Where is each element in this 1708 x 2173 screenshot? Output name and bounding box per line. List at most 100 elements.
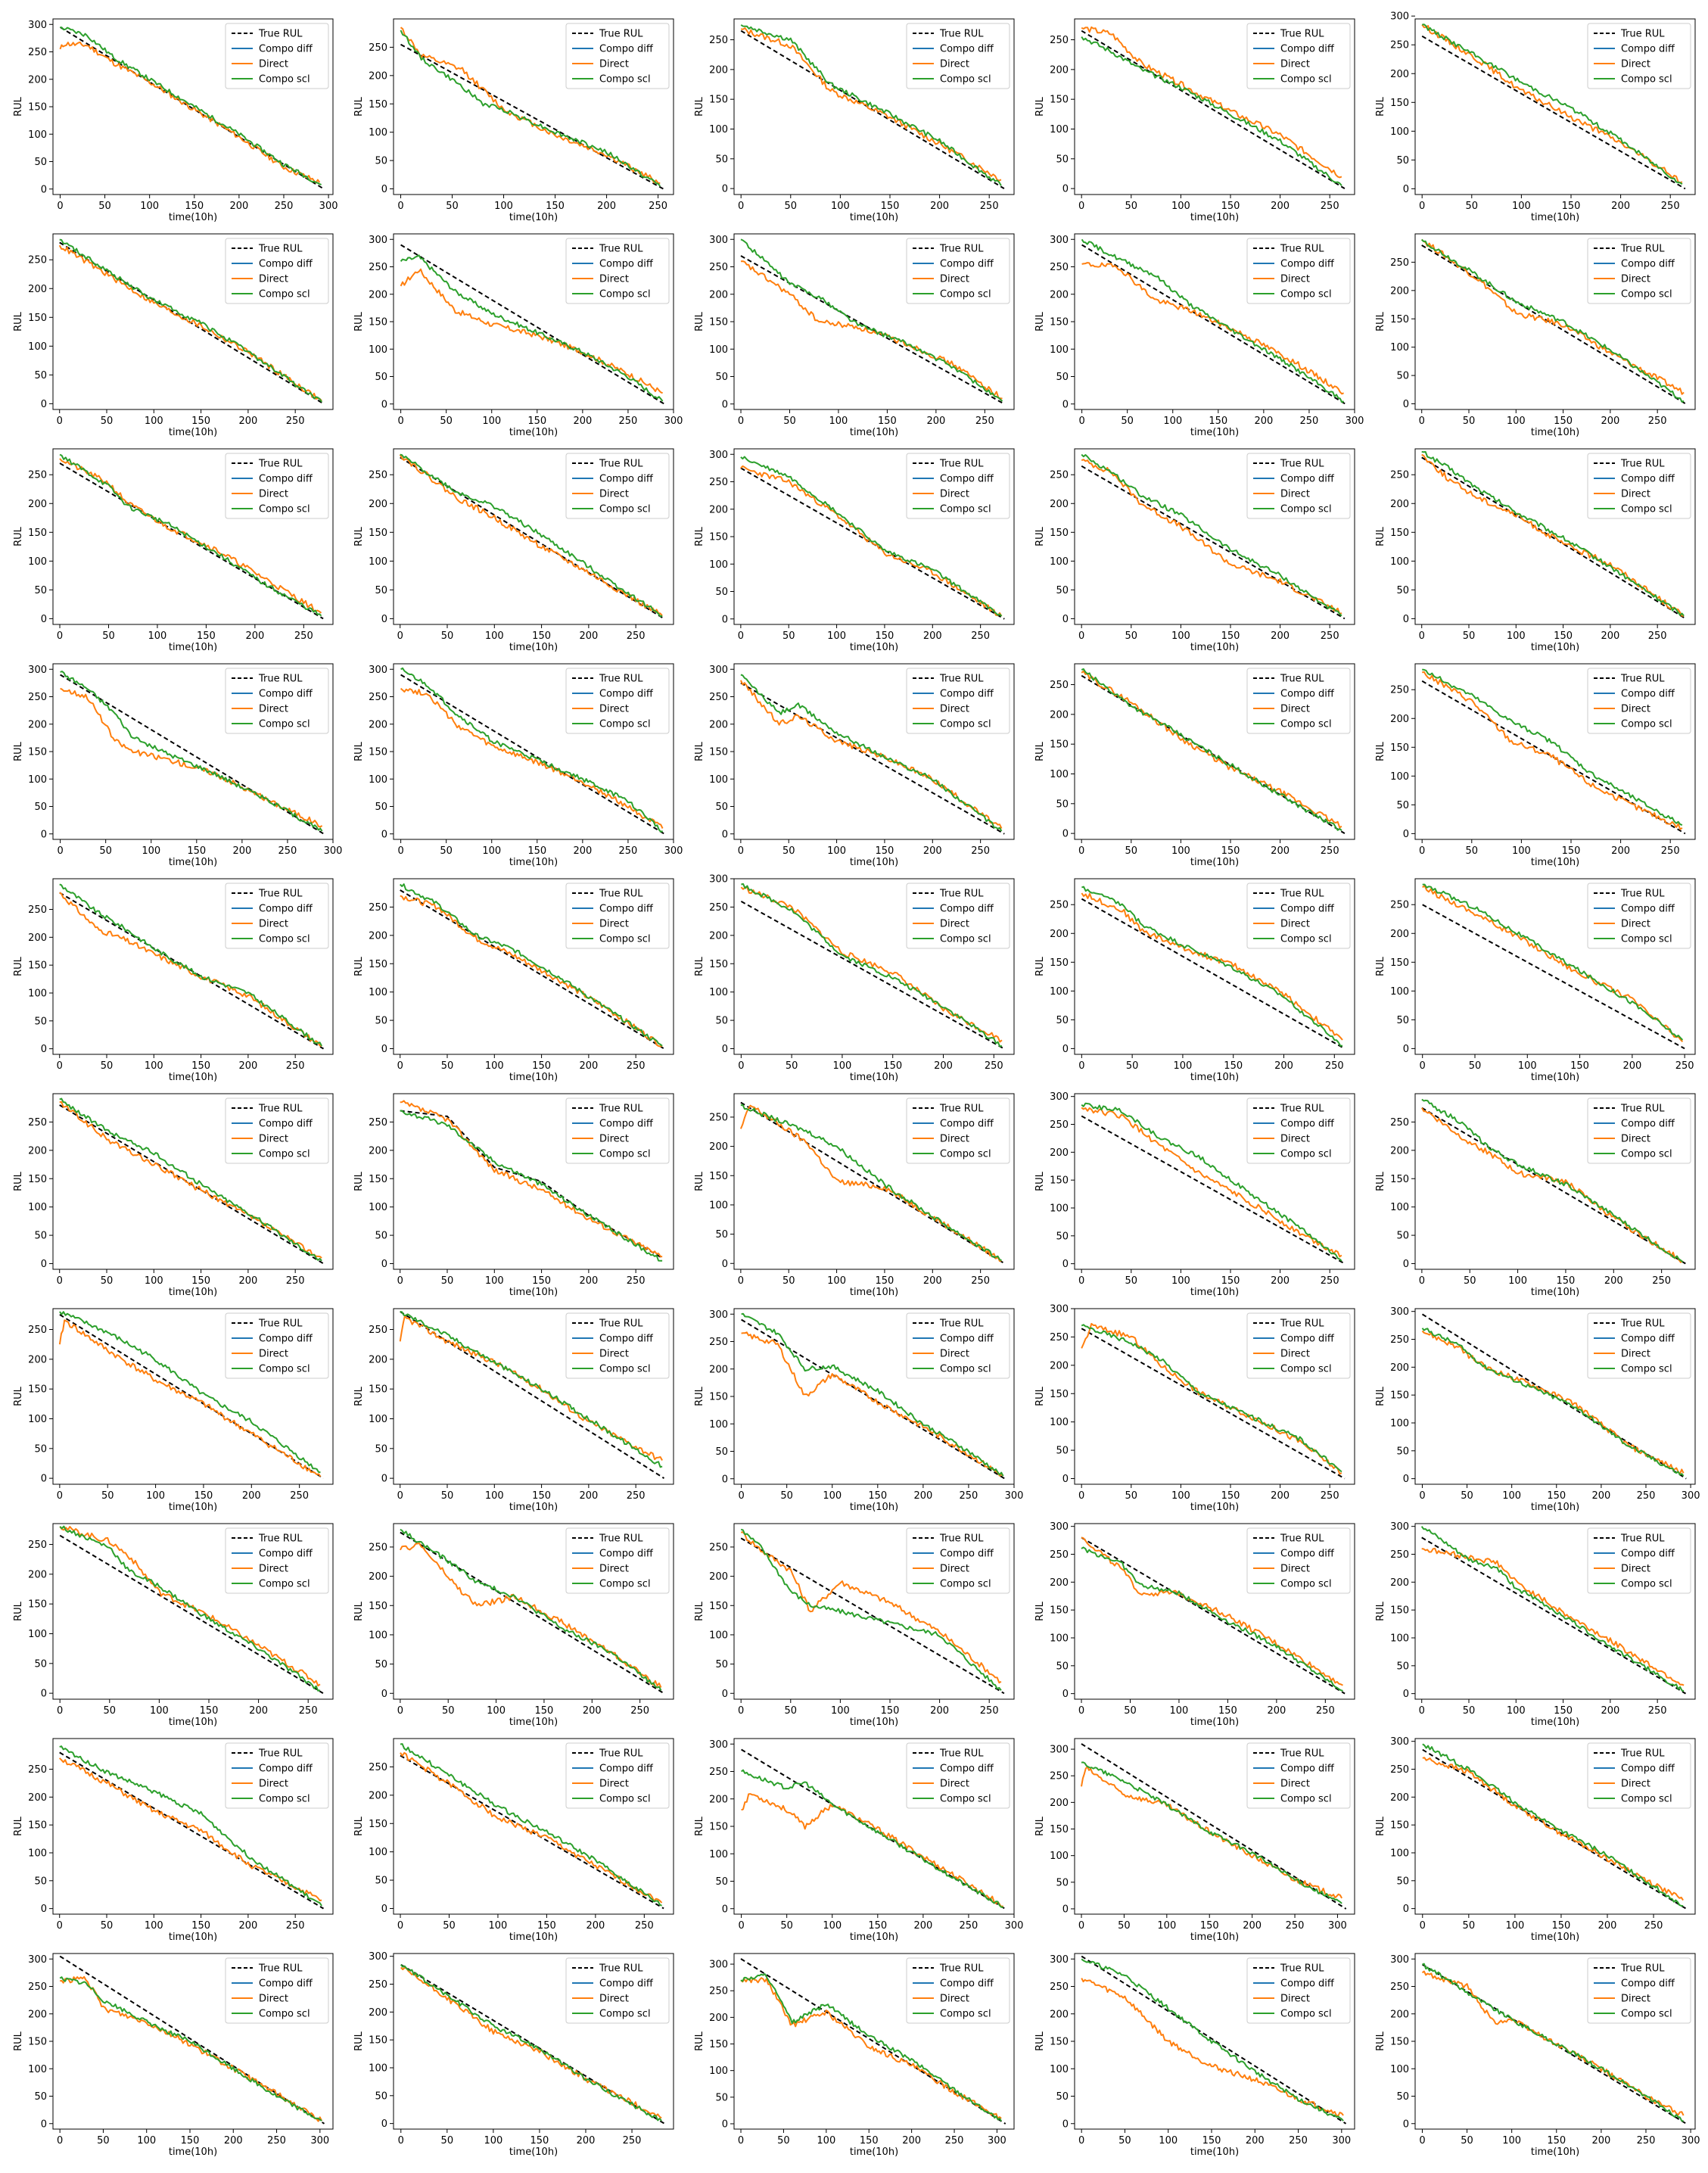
y-tick-label: 250 xyxy=(709,262,728,273)
y-tick-label: 100 xyxy=(1050,1203,1069,1214)
y-tick-label: 200 xyxy=(1390,2009,1409,2020)
legend-label: Compo diff xyxy=(1621,474,1675,485)
x-tick-label: 250 xyxy=(971,630,990,642)
direct-line xyxy=(58,1319,322,1477)
legend-label: True RUL xyxy=(939,1104,984,1115)
y-axis-label: RUL xyxy=(694,526,705,546)
x-tick-label: 250 xyxy=(627,1490,646,1502)
x-tick-label: 250 xyxy=(975,416,994,427)
y-tick-label: 250 xyxy=(1390,470,1409,481)
x-axis-label: time(10h) xyxy=(509,857,558,868)
y-axis-label: RUL xyxy=(1034,1386,1046,1406)
y-tick-label: 50 xyxy=(1396,371,1409,382)
legend: True RUL Compo diff Direct Compo scl xyxy=(906,1312,1010,1379)
y-tick-label: 0 xyxy=(1062,614,1069,625)
y-tick-label: 0 xyxy=(41,1904,47,1915)
legend-box xyxy=(1587,1957,1691,2024)
x-tick-label: 250 xyxy=(1648,630,1667,642)
y-tick-label: 0 xyxy=(1062,829,1069,840)
y-tick-label: 200 xyxy=(709,2013,728,2024)
x-tick-label: 200 xyxy=(1271,201,1290,212)
legend: True RUL Compo diff Direct Compo scl xyxy=(1587,453,1691,519)
y-tick-label: 200 xyxy=(28,1354,47,1365)
x-tick-label: 50 xyxy=(102,630,115,642)
subplot-25: 0 50 100 150 200 250 0 50 100 150 200 250 time(10h) R… xyxy=(1375,878,1696,1083)
legend-label: Compo diff xyxy=(1621,44,1675,55)
y-tick-label: 250 xyxy=(28,1764,47,1776)
x-tick-label: 250 xyxy=(649,201,667,212)
legend-label: Compo diff xyxy=(1280,44,1335,55)
x-tick-label: 200 xyxy=(232,845,251,857)
legend-label: Compo diff xyxy=(599,904,654,915)
true-rul-line xyxy=(1421,1536,1687,1695)
x-tick-label: 150 xyxy=(868,1490,887,1502)
y-tick-label: 150 xyxy=(1050,2037,1069,2048)
legend-label: Compo diff xyxy=(259,1978,313,1990)
x-tick-label: 100 xyxy=(1507,630,1526,642)
legend-label: Direct xyxy=(1280,1564,1310,1575)
x-axis-label: time(10h) xyxy=(1531,1072,1579,1083)
legend: True RUL Compo diff Direct Compo scl xyxy=(1246,1957,1351,2024)
y-tick-label: 100 xyxy=(28,129,47,141)
legend-box xyxy=(225,668,329,734)
legend-label: Compo scl xyxy=(599,504,651,515)
legend-label: Compo diff xyxy=(599,44,654,55)
direct-line xyxy=(741,1531,1002,1684)
x-tick-label: 150 xyxy=(191,1920,210,1932)
x-tick-label: 250 xyxy=(1661,845,1680,857)
legend-label: Compo scl xyxy=(1621,1364,1672,1375)
compo-scl-line xyxy=(60,26,322,185)
y-tick-label: 150 xyxy=(1050,957,1069,969)
legend-label: True RUL xyxy=(1620,889,1665,900)
x-tick-label: 150 xyxy=(185,201,204,212)
y-tick-label: 50 xyxy=(715,802,728,813)
y-axis-label: RUL xyxy=(1034,2031,1046,2051)
y-tick-label: 100 xyxy=(1050,769,1069,780)
y-tick-label: 200 xyxy=(28,499,47,510)
legend-label: Compo scl xyxy=(599,1579,651,1590)
y-tick-label: 150 xyxy=(1390,742,1409,754)
y-tick-label: 300 xyxy=(369,1951,387,1963)
legend-box xyxy=(1587,668,1691,734)
x-tick-label: 0 xyxy=(57,416,63,427)
compo-scl-line xyxy=(59,238,322,403)
legend: True RUL Compo diff Direct Compo scl xyxy=(565,453,670,519)
x-axis-label: time(10h) xyxy=(850,1072,898,1083)
legend-label: Compo scl xyxy=(940,504,991,515)
x-axis-label: time(10h) xyxy=(1190,212,1239,223)
y-tick-label: 150 xyxy=(709,1171,728,1182)
legend: True RUL Compo diff Direct Compo scl xyxy=(565,238,670,304)
legend-label: Direct xyxy=(1621,59,1650,70)
y-tick-label: 100 xyxy=(1390,1848,1409,1859)
plot-frame xyxy=(393,1523,674,1700)
x-tick-label: 50 xyxy=(101,1060,114,1072)
y-tick-label: 200 xyxy=(28,932,47,944)
direct-line xyxy=(1421,1970,1685,2116)
x-tick-label: 0 xyxy=(1078,1920,1084,1932)
y-tick-label: 100 xyxy=(1050,124,1069,135)
x-tick-label: 150 xyxy=(1202,2135,1221,2147)
legend-label: True RUL xyxy=(1280,889,1324,900)
x-tick-label: 100 xyxy=(142,845,160,857)
x-axis-label: time(10h) xyxy=(1190,1717,1239,1728)
y-tick-label: 150 xyxy=(1050,1175,1069,1187)
x-tick-label: 200 xyxy=(1591,1490,1610,1502)
compo-scl-line xyxy=(740,1528,1002,1691)
y-axis-label: RUL xyxy=(694,741,705,761)
subplot-10: 0 50 100 150 200 250 0 50 100 150 200 250 time(10h) R… xyxy=(1375,233,1696,438)
compo-scl-line xyxy=(1081,1324,1342,1473)
legend-label: Compo scl xyxy=(1280,289,1332,300)
legend-label: True RUL xyxy=(1620,244,1665,255)
legend-label: Compo diff xyxy=(599,1978,654,1990)
legend-box xyxy=(906,238,1010,304)
true-rul-line xyxy=(1081,1955,1347,2125)
x-tick-label: 100 xyxy=(831,1705,850,1717)
legend: True RUL Compo diff Direct Compo scl xyxy=(906,453,1010,519)
x-axis-label: time(10h) xyxy=(1531,642,1579,653)
y-tick-label: 150 xyxy=(1050,739,1069,751)
x-tick-label: 150 xyxy=(1557,1275,1576,1287)
legend-label: True RUL xyxy=(939,674,984,685)
x-tick-label: 200 xyxy=(579,1490,598,1502)
legend-label: Direct xyxy=(599,919,629,930)
x-tick-label: 100 xyxy=(1171,845,1190,857)
